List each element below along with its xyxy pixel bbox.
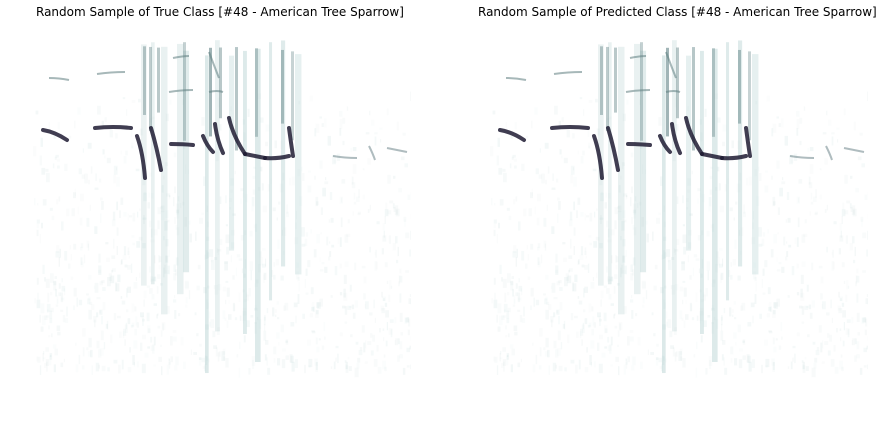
panel-title-true-class: Random Sample of True Class [#48 - Ameri… [36, 5, 404, 19]
spectrogram-image-true-class [33, 40, 411, 378]
spectrogram-predicted-class [490, 28, 868, 378]
spectrogram-image-predicted-class [490, 40, 868, 378]
spectrogram-true-class [33, 28, 411, 378]
panel-title-predicted-class: Random Sample of Predicted Class [#48 - … [478, 5, 877, 19]
